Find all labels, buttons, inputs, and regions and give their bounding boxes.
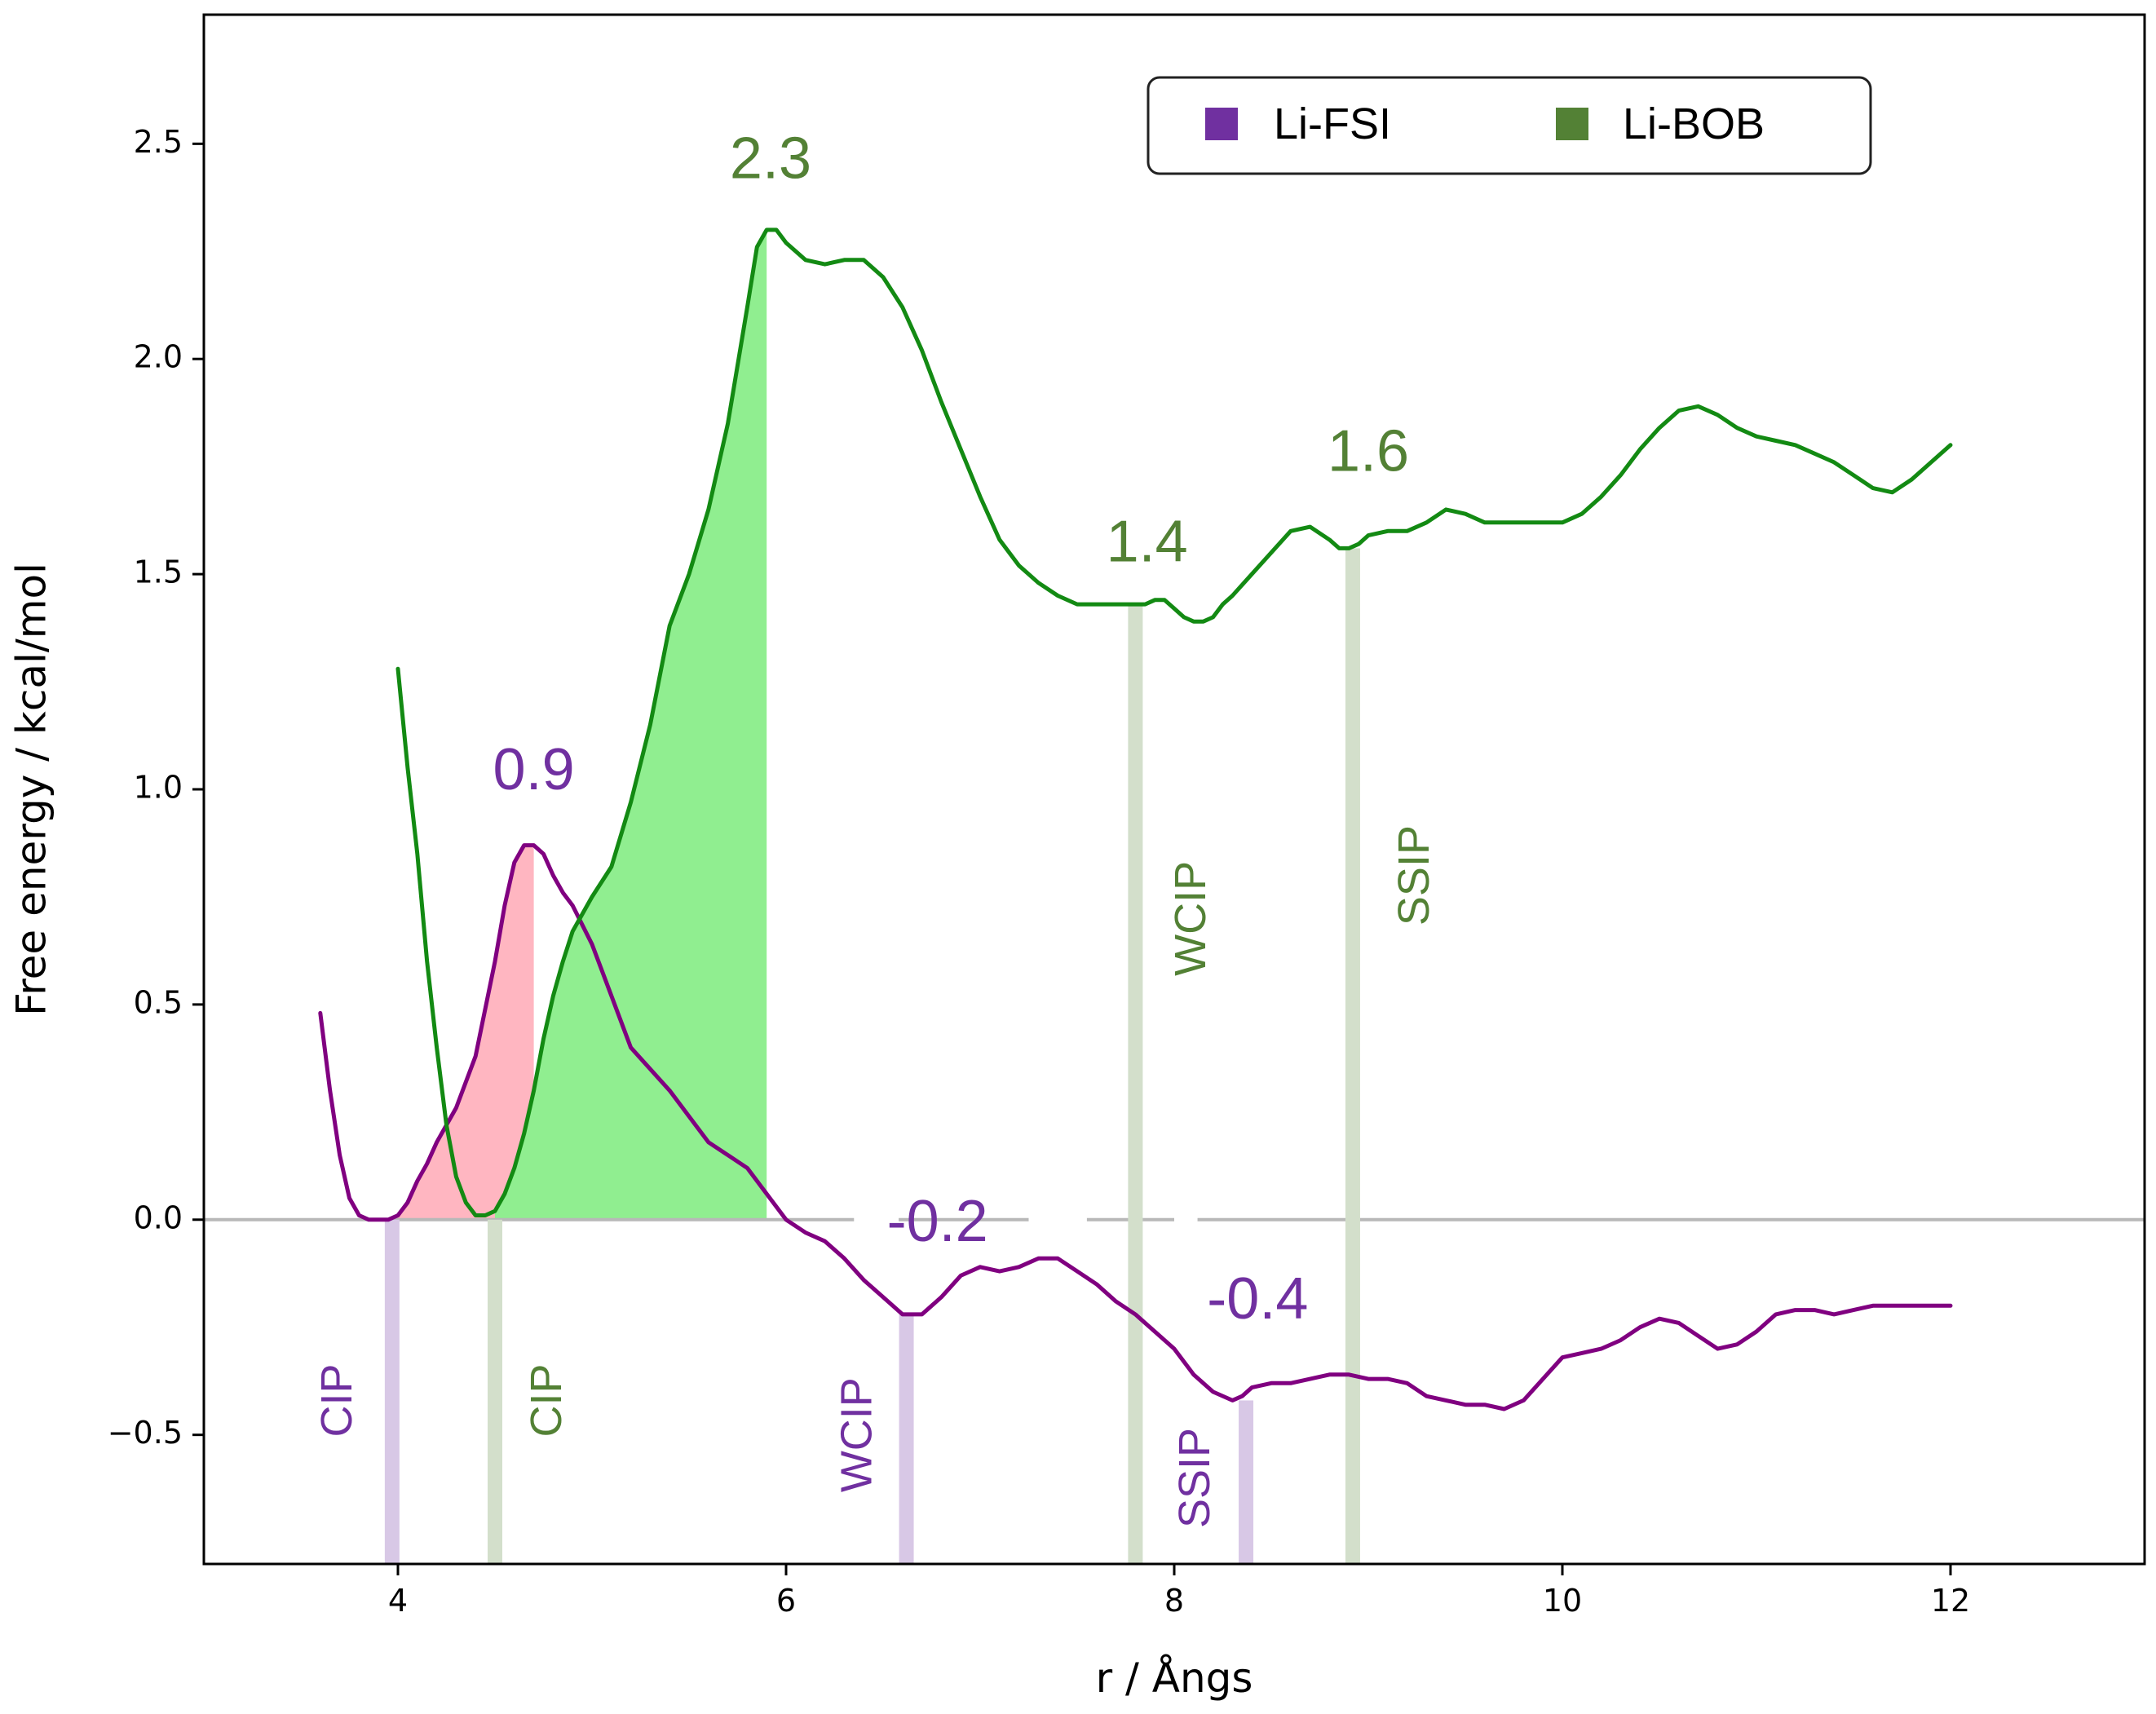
legend-swatch-li-fsi — [1205, 108, 1238, 140]
series-line-li-bob — [395, 228, 1953, 1217]
legend-box — [1146, 76, 1872, 175]
region-marker-label: WCIP — [1166, 861, 1215, 976]
region-marker-ssip-li-fsi — [1239, 1400, 1254, 1564]
x-tick-label: 6 — [776, 1583, 796, 1619]
region-marker-label: WCIP — [833, 1377, 881, 1492]
legend-swatch-li-bob — [1556, 108, 1588, 140]
shaded-region-li-bob — [495, 229, 767, 1220]
x-tick-label: 10 — [1543, 1583, 1582, 1619]
region-marker-cip-li-fsi — [384, 1219, 400, 1564]
value-annotation: 1.6 — [1328, 418, 1409, 484]
y-tick-label: 0.0 — [134, 1199, 183, 1235]
legend: Li-FSI Li-BOB — [1146, 76, 1872, 175]
y-axis-label: Free energy / kcal/mol — [8, 563, 55, 1016]
value-annotation: 0.9 — [493, 737, 575, 802]
region-marker-label: SSIP — [1389, 825, 1438, 925]
x-tick-label: 8 — [1164, 1583, 1184, 1619]
legend-label-li-fsi: Li-FSI — [1274, 99, 1391, 148]
shaded-region-li-fsi — [388, 845, 534, 1220]
region-marker-label: CIP — [522, 1363, 571, 1437]
x-tick-label: 4 — [388, 1583, 408, 1619]
shaded-regions — [388, 229, 767, 1220]
region-marker-wcip-li-fsi — [899, 1314, 914, 1564]
value-annotation: 2.3 — [730, 126, 811, 192]
series-line-li-fsi — [318, 843, 1953, 1411]
region-markers: CIP CIP WCIP SSIP WCIP SSIP — [312, 548, 1438, 1564]
value-annotation: -0.2 — [887, 1189, 988, 1254]
region-marker-label: SSIP — [1170, 1428, 1219, 1528]
series-lines — [318, 228, 1953, 1411]
y-tick-label: 1.0 — [134, 770, 183, 806]
y-tick-label: −0.5 — [108, 1415, 183, 1451]
region-marker-label: CIP — [312, 1363, 361, 1437]
axes: 4 6 8 10 12 −0.5 0.0 0.5 1.0 1.5 2.0 2.5 r / Ångs Fre… — [8, 13, 2146, 1702]
legend-label-li-bob: Li-BOB — [1623, 99, 1765, 148]
region-marker-cip-li-bob — [488, 1219, 502, 1564]
x-axis-label: r / Ångs — [1096, 1654, 1253, 1702]
y-tick-label: 1.5 — [134, 554, 183, 590]
value-annotation: -0.4 — [1207, 1266, 1308, 1332]
value-annotation: 1.4 — [1107, 509, 1188, 574]
y-tick-label: 0.5 — [134, 984, 183, 1020]
y-tick-label: 2.0 — [134, 339, 183, 375]
region-marker-ssip-li-bob — [1345, 548, 1360, 1564]
y-tick-label: 2.5 — [134, 124, 183, 160]
x-tick-label: 12 — [1931, 1583, 1970, 1619]
value-annotations: 0.9 2.3 -0.2 1.4 1.6 -0.4 — [493, 126, 1409, 1332]
region-marker-wcip-li-bob — [1128, 604, 1143, 1564]
